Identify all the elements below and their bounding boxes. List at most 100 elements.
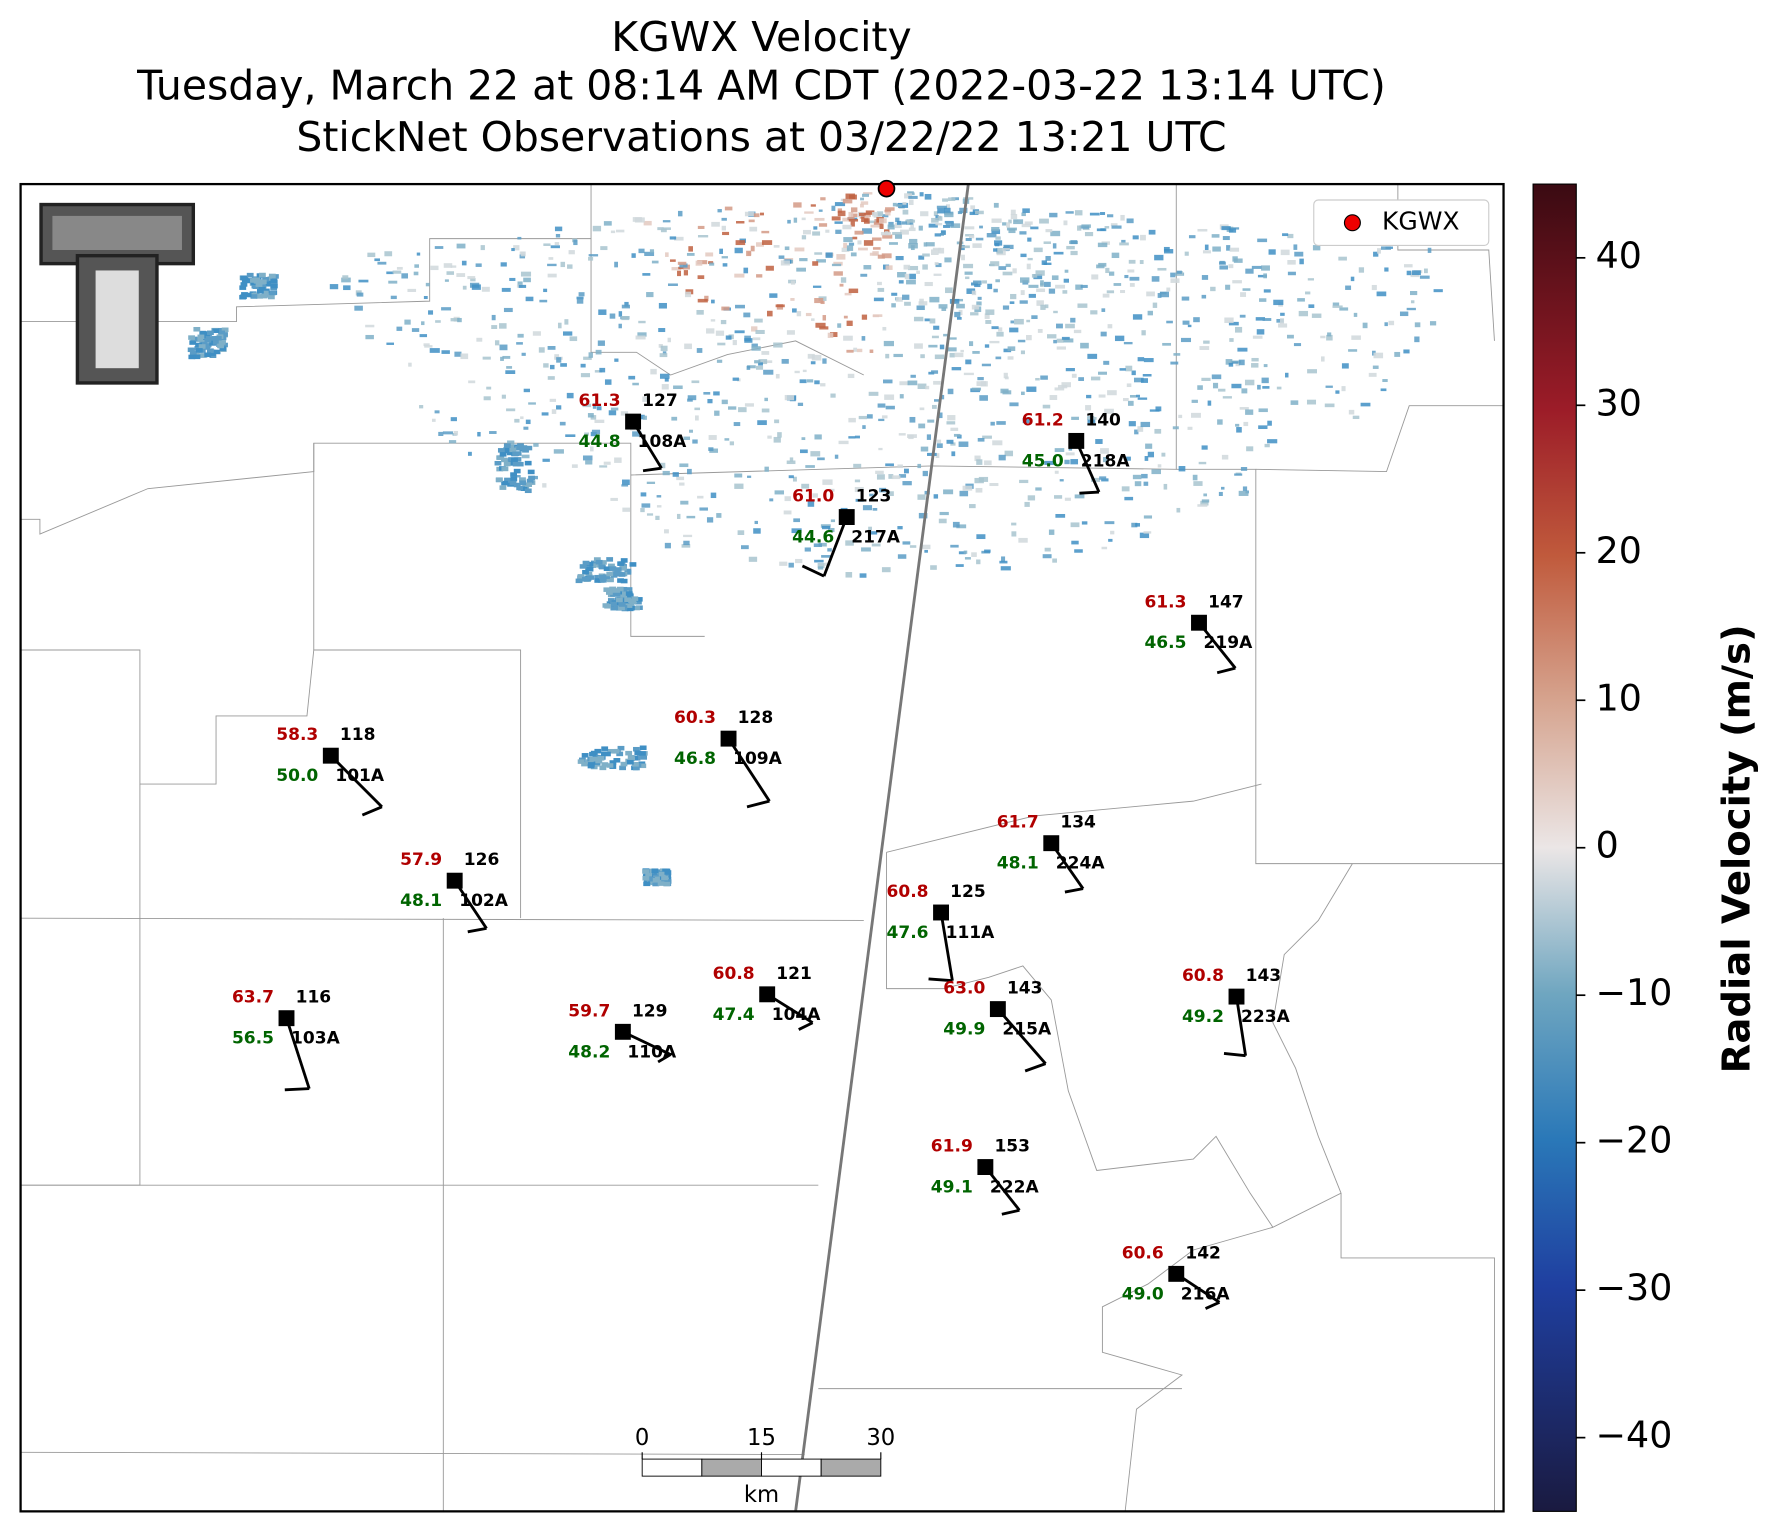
echo: [834, 454, 839, 459]
echo: [388, 280, 398, 284]
echo: [943, 333, 948, 337]
echo: [996, 331, 1004, 337]
echo: [524, 488, 532, 494]
echo: [995, 356, 1002, 360]
echo: [1080, 284, 1088, 288]
dewpoint: 44.6: [792, 528, 834, 548]
echo: [460, 353, 469, 360]
echo: [743, 312, 751, 318]
echo: [964, 271, 973, 275]
echo: [721, 225, 726, 231]
wind-barb: [727, 737, 771, 802]
echo: [621, 316, 630, 321]
station-id: 222A: [990, 1178, 1040, 1198]
echo: [953, 433, 961, 437]
echo: [526, 478, 534, 484]
echo: [1235, 326, 1243, 333]
echo: [1262, 318, 1272, 321]
echo: [657, 227, 664, 231]
echo: [963, 197, 974, 200]
echo: [650, 368, 657, 375]
echo: [270, 283, 278, 289]
echo: [843, 315, 848, 319]
echo: [239, 294, 247, 300]
echo: [975, 487, 983, 493]
echo: [935, 263, 942, 268]
echo: [581, 761, 588, 767]
echo: [1222, 236, 1230, 241]
echo: [1040, 280, 1044, 286]
echo: [1384, 322, 1388, 327]
echo: [1233, 258, 1243, 263]
echo: [996, 421, 1006, 425]
echo: [853, 347, 858, 352]
echo: [643, 881, 651, 887]
wind-barb: [1074, 440, 1101, 493]
echo: [699, 507, 708, 511]
echo: [786, 460, 796, 465]
echo: [1251, 357, 1259, 362]
echo: [885, 353, 890, 359]
echo: [884, 231, 889, 235]
echo: [1020, 253, 1027, 258]
echo: [625, 603, 633, 608]
echo: [218, 340, 226, 345]
echo: [500, 457, 508, 463]
echo: [1027, 237, 1032, 242]
echo: [541, 412, 549, 416]
echo: [881, 415, 888, 419]
echo: [1013, 219, 1024, 225]
station-id: 102A: [459, 891, 509, 911]
echo: [592, 225, 602, 232]
echo: [1368, 372, 1377, 377]
echo: [523, 388, 530, 393]
scale-segment: [641, 1458, 703, 1477]
echo: [697, 225, 705, 229]
echo: [1087, 419, 1096, 424]
echo: [678, 266, 685, 270]
echo: [662, 220, 671, 223]
echo: [875, 470, 884, 475]
echo: [1184, 251, 1189, 256]
echo: [950, 223, 961, 228]
echo: [508, 461, 516, 466]
echo: [695, 260, 703, 266]
station-value: 153: [994, 1137, 1030, 1157]
echo: [519, 254, 526, 259]
echo: [1338, 256, 1347, 261]
echo: [945, 287, 953, 294]
echo: [521, 352, 526, 356]
echo: [639, 751, 646, 756]
echo: [483, 396, 491, 401]
echo: [1063, 220, 1068, 226]
echo: [834, 202, 846, 207]
echo: [842, 217, 853, 222]
echo: [669, 236, 677, 240]
echo: [846, 245, 854, 251]
logo: [39, 202, 196, 385]
echo: [959, 207, 968, 214]
echo: [1257, 274, 1268, 278]
echo: [982, 280, 987, 284]
echo: [822, 358, 827, 364]
echo: [1124, 496, 1134, 501]
echo: [801, 437, 806, 441]
echo: [495, 477, 503, 482]
echo: [1055, 513, 1066, 518]
echo: [1026, 386, 1037, 392]
echo: [1080, 342, 1089, 349]
echo: [239, 285, 247, 290]
echo: [765, 265, 774, 271]
echo: [710, 319, 716, 322]
echo: [421, 321, 425, 326]
echo: [1070, 522, 1080, 528]
echo: [946, 337, 957, 340]
echo: [734, 247, 743, 254]
echo: [1070, 250, 1078, 256]
echo: [704, 295, 709, 302]
echo: [471, 284, 481, 290]
echo: [902, 541, 911, 545]
station-value: 128: [738, 708, 774, 728]
echo: [356, 292, 364, 297]
